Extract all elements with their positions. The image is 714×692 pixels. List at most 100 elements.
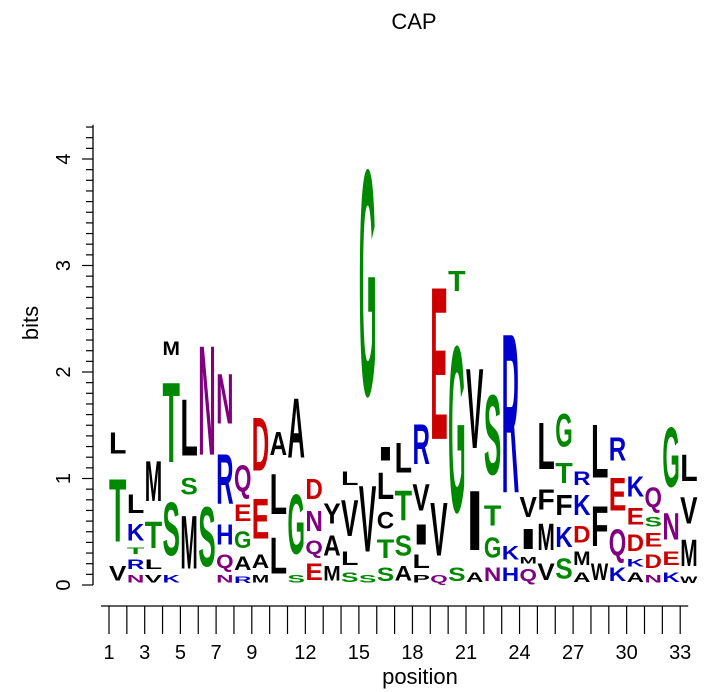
logo-letter: W [591, 559, 609, 586]
logo-stack: HKR [502, 287, 520, 585]
logo-stack: SGT [448, 266, 466, 585]
logo-letter: S [198, 490, 215, 585]
logo-letter: A [395, 562, 412, 585]
logo-letter: Q [216, 552, 233, 573]
logo-letter: E [305, 559, 322, 586]
logo-letter: L [395, 433, 412, 481]
y-axis: 0 1 2 3 4 [53, 124, 94, 591]
logo-letter: N [305, 505, 322, 537]
logo-letter: L [109, 427, 126, 461]
logo-letter: W [680, 575, 698, 585]
logo-stack: AIV [466, 345, 483, 586]
logo-letter: V [412, 476, 430, 519]
logo-letter: K [555, 521, 572, 553]
logo-letter: D [252, 402, 269, 487]
logo-letter: M [252, 572, 269, 585]
x-tick-label: 7 [211, 642, 222, 664]
logo-letter: N [216, 573, 233, 586]
logo-letter: E [609, 469, 626, 522]
logo-letter: E [234, 500, 251, 527]
logo-letter: R [609, 432, 626, 469]
logo-letter: L [680, 448, 697, 490]
logo-letter: S [645, 514, 662, 530]
logo-letter: Q [520, 567, 537, 586]
logo-letter: L [537, 409, 554, 483]
logo-letter: K [573, 489, 590, 521]
logo-letter: T [145, 515, 163, 557]
logo-letter: I [412, 519, 429, 551]
logo-letter: A [270, 427, 287, 464]
logo-letter: N [484, 563, 501, 585]
x-tick-label: 3 [139, 642, 150, 664]
logo-stack: VTL [109, 427, 127, 586]
logo-letter: T [555, 458, 573, 490]
logo-letter: S [163, 489, 180, 573]
x-tick-label: 21 [455, 642, 477, 664]
logo-letter: A [466, 570, 483, 586]
logo-letter: L [270, 526, 287, 584]
logo-stack: MSL [180, 382, 197, 585]
logo-letter: F [591, 494, 608, 558]
logo-letter: K [609, 563, 627, 585]
logo-stack: SVG [359, 103, 377, 586]
logo-letter: D [305, 473, 322, 505]
logo-letter: N [216, 360, 233, 439]
logo-stack: QVE [430, 242, 448, 585]
logo-letter: S [341, 570, 358, 586]
logo-letter: H [216, 519, 233, 551]
logo-stacks: VTLNRTKLVLTMKSTMMSLSNNQHRNRAGEQMAEDLLASG… [109, 103, 698, 586]
logo-letter: D [627, 530, 644, 557]
logo-stack: SN [198, 312, 215, 585]
logo-letter: V [145, 573, 163, 585]
logo-letter: R [216, 440, 233, 519]
logo-letter: M [180, 499, 197, 585]
logo-letter: S [359, 573, 376, 585]
logo-letter: L [377, 466, 394, 508]
logo-letter: M [323, 562, 340, 585]
logo-letter: L [412, 552, 430, 573]
logo-letter: I [520, 524, 537, 556]
logo-letter: D [573, 522, 590, 549]
logo-letter: M [163, 339, 180, 360]
logo-letter: R [573, 467, 591, 489]
logo-letter: T [448, 266, 466, 298]
logo-letter: L [591, 410, 608, 495]
logo-letter: K [627, 557, 645, 570]
logo-letter: V [680, 488, 698, 531]
y-axis-label: bits [18, 306, 43, 340]
logo-letter: G [555, 403, 572, 457]
x-tick-label: 33 [669, 642, 691, 664]
logo-letter: Q [305, 538, 322, 559]
logo-letter: L [341, 548, 359, 569]
logo-letter: A [627, 570, 644, 586]
logo-letter: L [127, 489, 145, 519]
y-tick-label: 2 [53, 366, 75, 377]
logo-letter: D [645, 551, 662, 573]
logo-stack: MAY [323, 497, 340, 585]
x-tick-label: 27 [562, 642, 584, 664]
x-tick-label: 24 [508, 642, 530, 664]
logo-letter: V [109, 563, 127, 586]
y-tick-label: 0 [53, 579, 75, 590]
logo-letter: S [395, 529, 412, 561]
logo-letter: V [359, 465, 377, 571]
logo-letter: A [252, 551, 270, 573]
logo-letter: M [537, 515, 554, 558]
logo-letter: V [537, 559, 555, 586]
logo-letter: V [466, 345, 483, 473]
logo-letter: A [573, 570, 590, 586]
x-tick-label: 30 [616, 642, 638, 664]
